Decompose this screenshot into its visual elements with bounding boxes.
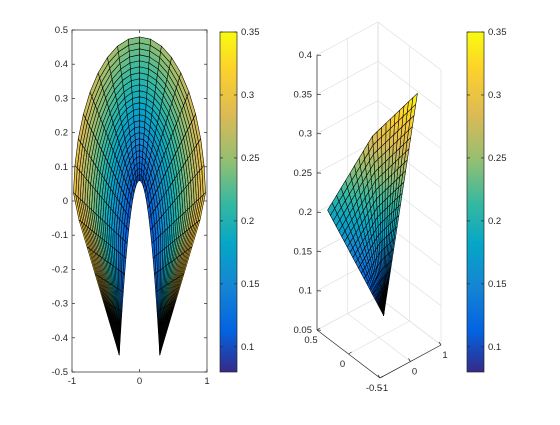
surface-mesh-2d <box>73 37 205 355</box>
colorbar-tick-label: 0.25 <box>488 153 507 164</box>
z-tick-label: 0.3 <box>299 129 312 140</box>
y-tick-label: 0.5 <box>55 25 68 36</box>
3d-x-axis-ticks: -101 <box>378 342 448 394</box>
z-tick-label: 0.25 <box>294 168 313 179</box>
3d-x-tick-label: 1 <box>442 350 447 361</box>
z-tick-label: 0.15 <box>294 246 313 257</box>
colorbar-left-gradient <box>220 32 237 372</box>
colorbar-tick-label: 0.35 <box>241 27 260 38</box>
z-tick-label: 0.1 <box>299 286 312 297</box>
colorbar-left: 0.35 0.3 0.25 0.2 0.15 0.1 <box>220 27 260 372</box>
y-tick-label: -0.3 <box>52 299 68 310</box>
colorbar-right-gradient <box>467 32 484 372</box>
3d-y-tick <box>317 328 320 330</box>
y-tick-label: -0.2 <box>52 264 68 275</box>
3d-x-tick-label: 0 <box>412 367 417 378</box>
y-tick-label: 0.3 <box>55 93 68 104</box>
3d-surface-plot: 0.40.350.30.250.20.150.10.05 -101 -0.500… <box>294 22 448 394</box>
colorbar-tick-label: 0.2 <box>488 216 501 227</box>
y-tick-label: 0 <box>63 196 68 207</box>
y-tick-label: 0.1 <box>55 162 68 173</box>
grid-line <box>317 22 441 70</box>
x-tick-label: -1 <box>68 376 76 387</box>
z-tick-label: 0.2 <box>299 207 312 218</box>
colorbar-tick-label: 0.25 <box>241 153 260 164</box>
top-view-surface-plot: 0.5 0.4 0.3 0.2 0.1 0 -0.1 -0.2 -0.3 -0.4 -0.5 -1 0… <box>52 25 210 387</box>
z-tick-label: 0.35 <box>294 89 313 100</box>
colorbar-tick-label: 0.3 <box>241 90 254 101</box>
colorbar-tick-label: 0.3 <box>488 90 501 101</box>
colorbar-tick-label: 0.15 <box>488 279 507 290</box>
y-tick-label: -0.5 <box>52 367 68 378</box>
x-tick-label: 1 <box>204 376 209 387</box>
colorbar-tick-label: 0.35 <box>488 27 507 38</box>
grid-line <box>317 61 441 109</box>
z-tick-label: 0.4 <box>299 50 312 61</box>
colorbar-tick-label: 0.1 <box>488 342 501 353</box>
3d-y-tick-label: 0.5 <box>304 335 317 346</box>
surface-mesh-3d <box>328 93 418 315</box>
colorbar-right: 0.35 0.3 0.25 0.2 0.15 0.1 <box>467 27 507 372</box>
colorbar-tick-label: 0.1 <box>241 342 254 353</box>
3d-y-axis-ticks: -0.5 0 0.5 <box>304 328 383 394</box>
y-tick-label: -0.1 <box>52 230 68 241</box>
3d-y-tick-label: -0.5 <box>366 383 382 394</box>
3d-y-tick-label: 0 <box>340 359 345 370</box>
x-tick-label: 0 <box>137 376 142 387</box>
colorbar-tick-label: 0.2 <box>241 216 254 227</box>
colorbar-tick-label: 0.15 <box>241 279 260 290</box>
y-tick-label: 0.4 <box>55 59 68 70</box>
3d-y-tick <box>349 352 352 354</box>
y-tick-label: 0.2 <box>55 128 68 139</box>
y-tick-label: -0.4 <box>52 333 68 344</box>
